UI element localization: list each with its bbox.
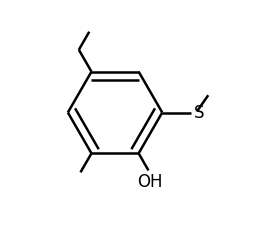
Text: OH: OH [137,173,162,191]
Text: S: S [193,104,204,122]
